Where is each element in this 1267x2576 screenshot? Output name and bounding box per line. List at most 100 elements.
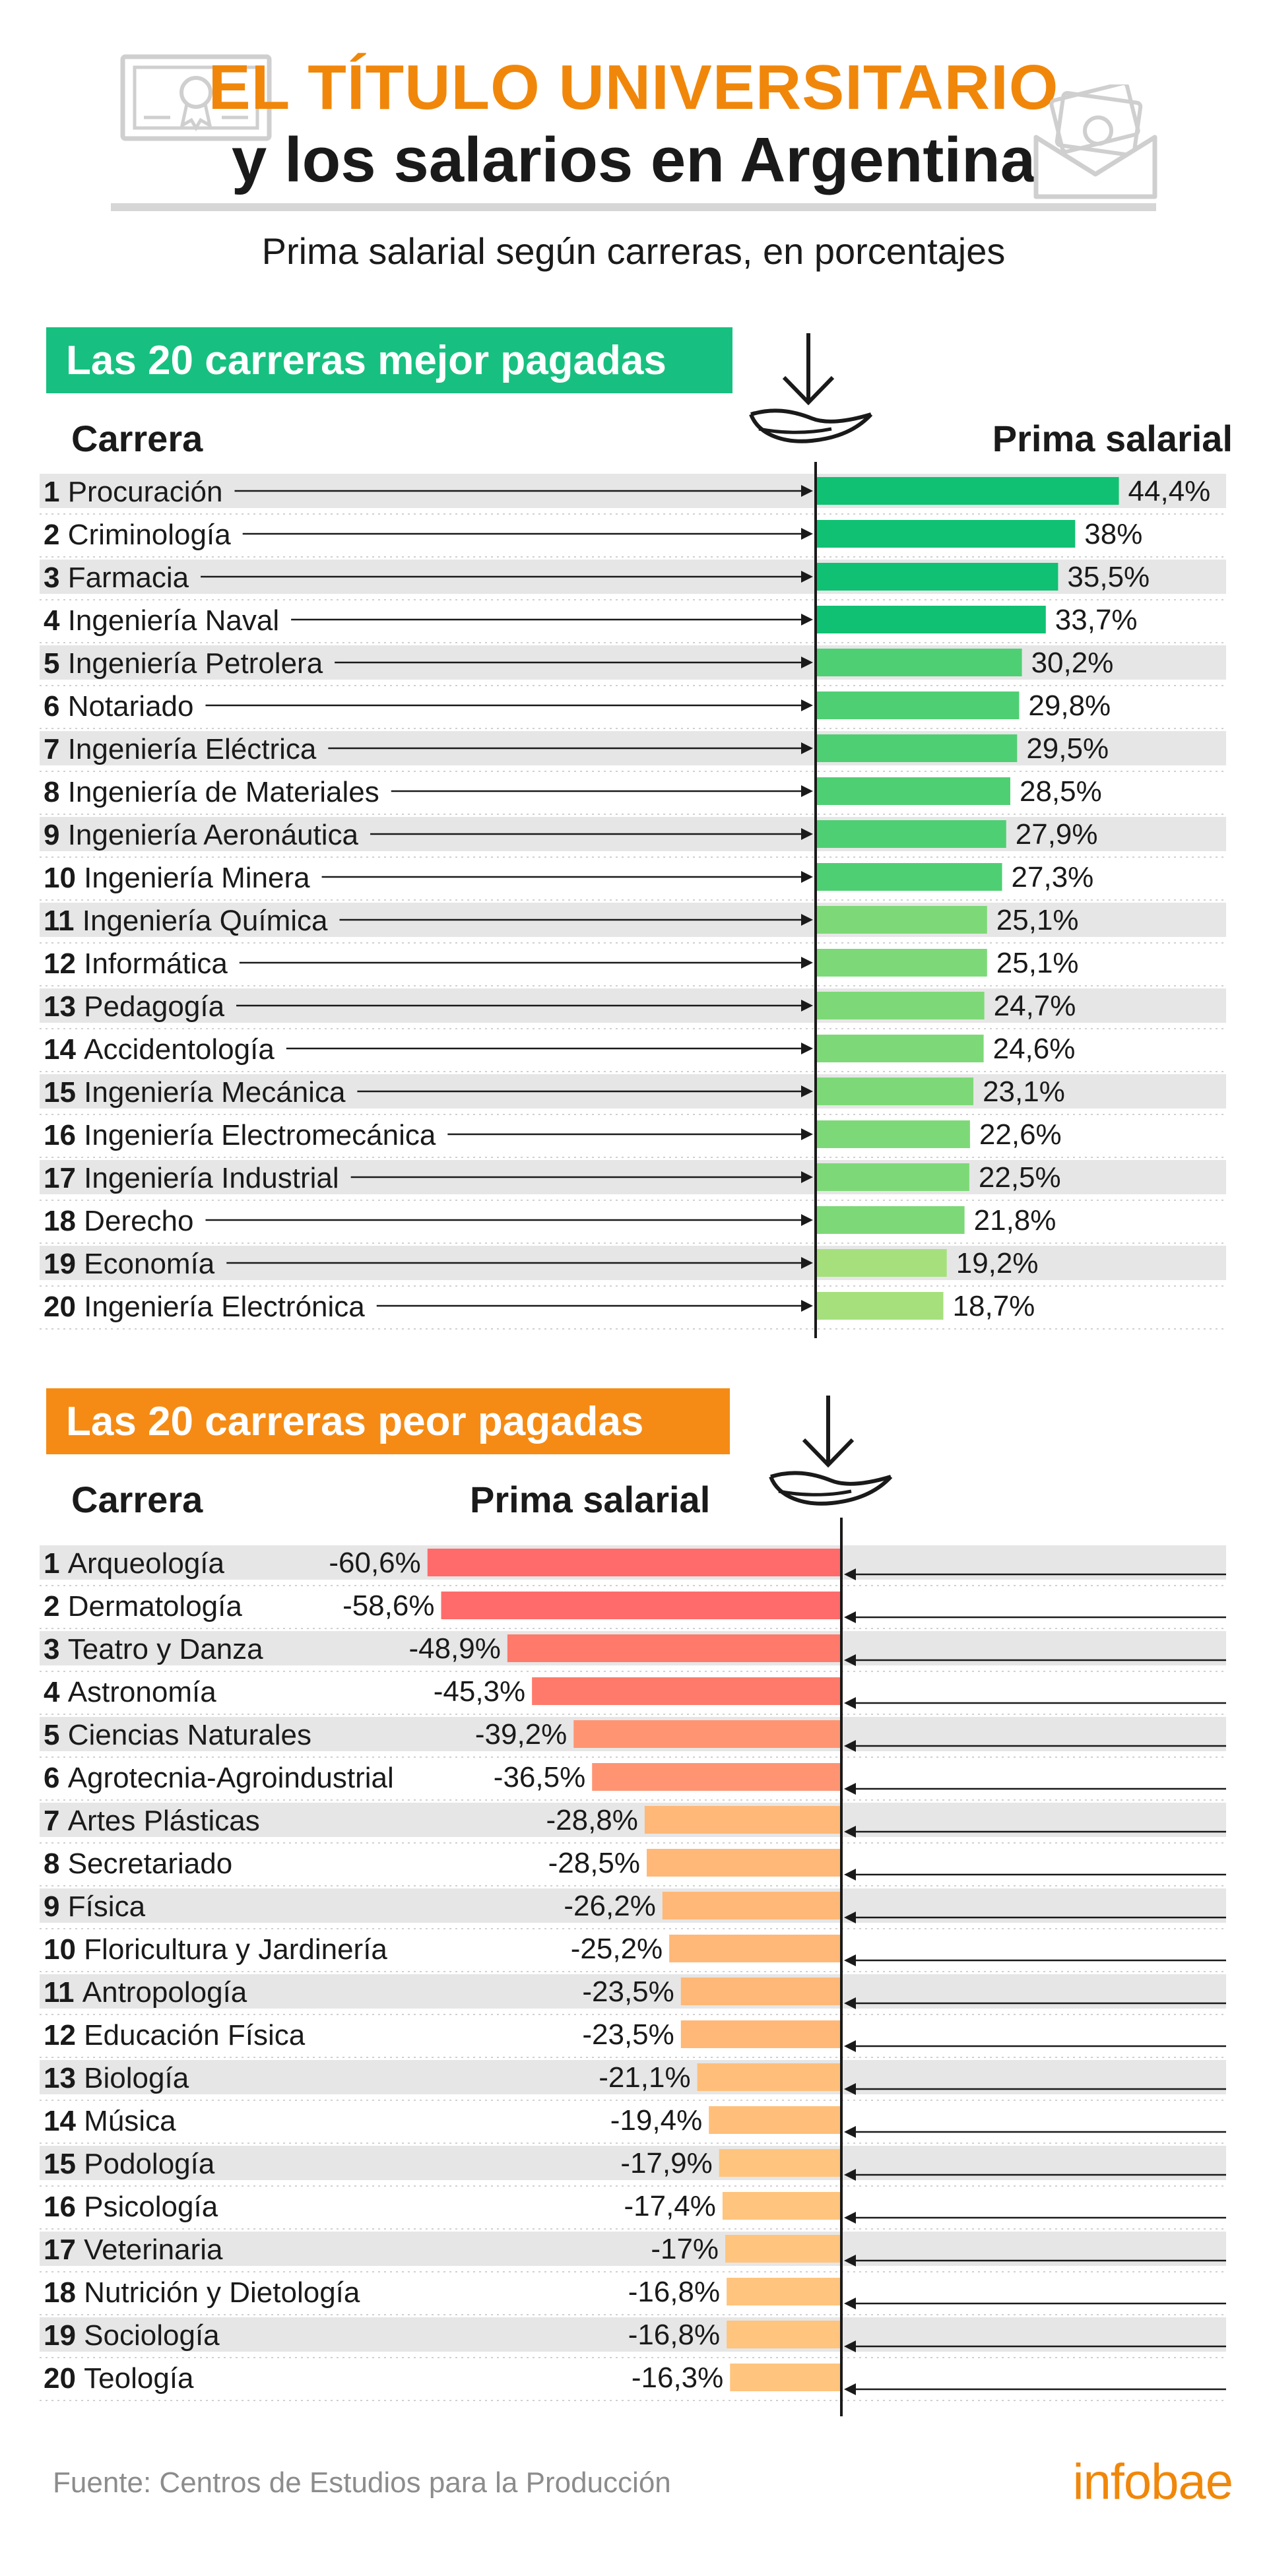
rank-number: 10 bbox=[44, 1933, 84, 1966]
bar bbox=[816, 477, 1119, 505]
chart-title-line1: EL TÍTULO UNIVERSITARIO bbox=[208, 52, 1059, 123]
career-name: Criminología bbox=[68, 519, 232, 551]
career-name: Agrotecnia-Agroindustrial bbox=[68, 1762, 394, 1794]
career-label: 1 Arqueología bbox=[44, 1547, 225, 1580]
leader-arrow-head bbox=[844, 2126, 856, 2138]
career-label: 7 Ingeniería Eléctrica bbox=[44, 733, 317, 765]
leader-arrow-head bbox=[844, 2255, 856, 2267]
career-label: 18 Derecho bbox=[44, 1205, 193, 1237]
career-label: 2 Criminología bbox=[44, 519, 231, 551]
career-name: Economía bbox=[84, 1248, 215, 1280]
leader-arrow-head bbox=[844, 1654, 856, 1666]
career-name: Ingeniería Electromecánica bbox=[84, 1119, 436, 1151]
bar-value-label: -36,5% bbox=[494, 1761, 585, 1793]
career-label: 14 Música bbox=[44, 2105, 176, 2137]
bar bbox=[816, 1078, 974, 1105]
career-name: Ingeniería Aeronáutica bbox=[68, 819, 359, 851]
bar bbox=[816, 520, 1076, 548]
bar bbox=[816, 1163, 969, 1191]
career-label: 4 Astronomía bbox=[44, 1676, 216, 1708]
leader-arrow-head bbox=[844, 1954, 856, 1966]
leader-arrow-head bbox=[801, 785, 813, 797]
bar-value-label: -45,3% bbox=[434, 1675, 525, 1708]
bar-value-label: 23,1% bbox=[983, 1076, 1065, 1108]
rank-number: 19 bbox=[44, 1248, 84, 1280]
career-name: Derecho bbox=[84, 1205, 193, 1237]
chart-subtitle: Prima salarial según carreras, en porcen… bbox=[261, 230, 1006, 272]
leader-arrow-head bbox=[801, 957, 813, 969]
career-name: Ingeniería Naval bbox=[68, 604, 279, 637]
career-label: 8 Secretariado bbox=[44, 1848, 232, 1880]
career-label: 4 Ingeniería Naval bbox=[44, 604, 279, 637]
bar-value-label: -17% bbox=[651, 2233, 719, 2265]
bar bbox=[662, 1892, 841, 1919]
career-name: Procuración bbox=[68, 476, 223, 508]
career-name: Educación Física bbox=[84, 2019, 306, 2051]
rank-number: 13 bbox=[44, 2062, 84, 2094]
bottom-value-header: Prima salarial bbox=[470, 1479, 711, 1520]
career-name: Ingeniería Minera bbox=[84, 862, 310, 894]
leader-arrow-head bbox=[844, 2212, 856, 2224]
rank-number: 8 bbox=[44, 776, 68, 808]
bar bbox=[722, 2192, 841, 2220]
rank-number: 15 bbox=[44, 2148, 84, 2180]
career-label: 15 Podología bbox=[44, 2148, 215, 2180]
rank-number: 1 bbox=[44, 476, 68, 508]
source-note: Fuente: Centros de Estudios para la Prod… bbox=[53, 2466, 671, 2499]
leader-arrow-head bbox=[801, 1300, 813, 1312]
rank-number: 7 bbox=[44, 733, 68, 765]
bar-value-label: -58,6% bbox=[342, 1590, 434, 1622]
career-name: Floricultura y Jardinería bbox=[84, 1933, 387, 1966]
career-label: 14 Accidentología bbox=[44, 1033, 275, 1066]
rank-number: 8 bbox=[44, 1848, 68, 1880]
leader-arrow-head bbox=[844, 1997, 856, 2009]
bar bbox=[816, 863, 1002, 891]
career-name: Ingeniería Mecánica bbox=[84, 1076, 346, 1109]
bar-value-label: 38% bbox=[1084, 518, 1142, 550]
career-name: Nutrición y Dietología bbox=[84, 2276, 360, 2309]
bar bbox=[680, 2020, 841, 2048]
title-divider bbox=[111, 203, 1156, 211]
rank-number: 17 bbox=[44, 1162, 84, 1194]
leader-arrow-head bbox=[844, 1912, 856, 1923]
career-label: 5 Ciencias Naturales bbox=[44, 1719, 311, 1751]
salary-envelope-icon bbox=[1029, 81, 1161, 203]
career-label: 9 Física bbox=[44, 1890, 146, 1923]
rank-number: 20 bbox=[44, 1291, 84, 1323]
leader-arrow-head bbox=[801, 528, 813, 540]
leader-arrow-head bbox=[801, 1214, 813, 1226]
leader-arrow-head bbox=[801, 614, 813, 626]
bar-value-label: -19,4% bbox=[610, 2104, 702, 2137]
career-label: 18 Nutrición y Dietología bbox=[44, 2276, 360, 2309]
bar-value-label: -16,3% bbox=[632, 2362, 723, 2394]
career-label: 5 Ingeniería Petrolera bbox=[44, 647, 323, 680]
bar bbox=[816, 606, 1046, 633]
rank-number: 7 bbox=[44, 1805, 68, 1837]
bar-value-label: 24,6% bbox=[993, 1033, 1076, 1065]
bar-value-label: 35,5% bbox=[1067, 561, 1150, 593]
career-label: 17 Ingeniería Industrial bbox=[44, 1162, 339, 1194]
leader-arrow-head bbox=[844, 2083, 856, 2095]
bar-value-label: -21,1% bbox=[599, 2061, 690, 2094]
career-label: 15 Ingeniería Mecánica bbox=[44, 1076, 346, 1109]
rank-number: 3 bbox=[44, 562, 68, 594]
career-name: Farmacia bbox=[68, 562, 189, 594]
bar-value-label: -26,2% bbox=[564, 1890, 655, 1922]
down-arrow-hand-icon bbox=[746, 330, 878, 462]
bar bbox=[507, 1634, 841, 1662]
rank-number: 6 bbox=[44, 1762, 68, 1794]
leader-arrow-head bbox=[801, 485, 813, 497]
leader-arrow-head bbox=[844, 2340, 856, 2352]
career-label: 16 Psicología bbox=[44, 2191, 218, 2223]
rank-number: 3 bbox=[44, 1633, 68, 1665]
leader-arrow-head bbox=[801, 571, 813, 583]
rank-number: 17 bbox=[44, 2234, 84, 2266]
career-name: Astronomía bbox=[68, 1676, 217, 1708]
leader-arrow-head bbox=[801, 1085, 813, 1097]
bar bbox=[816, 734, 1018, 762]
rank-number: 12 bbox=[44, 2019, 84, 2051]
bar-value-label: 22,6% bbox=[979, 1118, 1062, 1151]
bar bbox=[816, 906, 987, 934]
top-careers-bar-chart: 1 Procuración 44,4% 2 Criminología 38% 3 Far… bbox=[40, 462, 1226, 1338]
rank-number: 2 bbox=[44, 1590, 68, 1623]
